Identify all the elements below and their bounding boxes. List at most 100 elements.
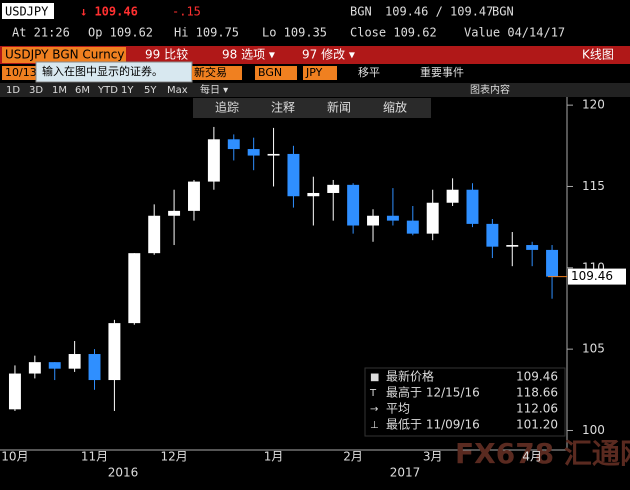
change: -.15 xyxy=(172,5,201,19)
period-bar xyxy=(0,83,630,97)
ask-src: BGN xyxy=(492,5,514,19)
trade[interactable]: 新交易 xyxy=(194,65,227,79)
candle-body xyxy=(188,181,200,211)
year-label: 2016 xyxy=(108,466,139,480)
period-button[interactable]: YTD xyxy=(97,85,118,96)
candle-body xyxy=(546,249,559,277)
date-box[interactable] xyxy=(2,66,38,80)
candle-body xyxy=(446,189,459,203)
legend-value: 118.66 xyxy=(516,386,558,400)
candle-body xyxy=(108,323,121,381)
period-button[interactable]: 3D xyxy=(29,85,43,96)
legend-label: 最低于 11/09/16 xyxy=(386,418,480,432)
tool-bar xyxy=(193,98,431,118)
last-price: ↓ 109.46 xyxy=(80,5,138,19)
period-button[interactable]: 1D xyxy=(6,85,20,96)
low: Lo 109.35 xyxy=(262,26,327,40)
legend-label: 平均 xyxy=(386,402,410,416)
candle-body xyxy=(327,184,340,193)
x-tick-label: 3月 xyxy=(423,450,443,464)
watermark: FX678 汇通网 xyxy=(455,437,630,470)
x-tick-label: 2月 xyxy=(343,450,363,464)
candle-body xyxy=(8,373,21,410)
candle-body xyxy=(267,153,280,156)
candle-body xyxy=(506,245,519,247)
candle-body xyxy=(386,215,399,221)
legend-label: 最新价格 xyxy=(386,369,434,384)
events[interactable]: 重要事件 xyxy=(420,65,464,79)
ccy-box[interactable] xyxy=(303,66,337,80)
candle-body xyxy=(148,215,161,254)
tool-button[interactable]: 缩放 xyxy=(383,100,407,115)
tool-button[interactable]: 新闻 xyxy=(327,100,351,115)
ccy[interactable]: JPY xyxy=(305,66,323,79)
tool-button[interactable]: 注释 xyxy=(271,100,295,115)
x-tick-label: 12月 xyxy=(160,450,187,464)
legend-marker: ⊥ xyxy=(370,420,379,431)
legend-box xyxy=(364,367,566,437)
high: Hi 109.75 xyxy=(174,26,239,40)
candle-body xyxy=(48,362,61,369)
open: Op 109.62 xyxy=(88,26,153,40)
x-tick-label: 1月 xyxy=(264,450,284,464)
close: Close 109.62 xyxy=(350,26,437,40)
security-box[interactable] xyxy=(2,47,126,63)
y-tick-label: 100 xyxy=(582,423,605,437)
candle-body xyxy=(287,153,300,197)
candle-body xyxy=(68,354,81,369)
x-tick-label: 11月 xyxy=(81,450,108,464)
legend-value: 101.20 xyxy=(516,418,558,432)
candle-body xyxy=(88,354,101,381)
candle-body xyxy=(307,192,320,197)
x-tick-label: 4月 xyxy=(522,450,542,464)
flat[interactable]: 移平 xyxy=(358,66,380,79)
y-tick-label: 115 xyxy=(582,179,605,193)
legend-marker: T xyxy=(369,388,377,399)
period-button[interactable]: Max xyxy=(167,85,188,96)
legend-label: 最高于 12/15/16 xyxy=(386,385,480,400)
chart-content[interactable]: 图表内容 xyxy=(470,83,510,96)
candle-body xyxy=(486,223,499,247)
menu-compare[interactable]: 99 比较 xyxy=(145,47,188,62)
last-price-label: 109.46 xyxy=(571,269,613,283)
period-button[interactable]: 1Y xyxy=(121,85,134,96)
value-date: Value 04/14/17 xyxy=(464,26,565,40)
bid-src: BGN xyxy=(350,5,372,19)
menu-view[interactable]: K线图 xyxy=(582,48,614,62)
src[interactable]: BGN xyxy=(258,66,282,79)
tool-button[interactable]: 追踪 xyxy=(215,100,239,115)
legend-marker: ■ xyxy=(370,372,379,383)
date[interactable]: 10/13 xyxy=(5,66,37,79)
candle-body xyxy=(367,215,379,226)
candle-body xyxy=(207,139,220,182)
menu-edit[interactable]: 97 修改 ▾ xyxy=(302,47,355,62)
candle-body xyxy=(406,220,419,234)
x-tick-label: 10月 xyxy=(1,450,28,464)
y-tick-label: 105 xyxy=(582,342,605,356)
trade-box[interactable] xyxy=(192,66,242,80)
menu-options[interactable]: 98 选项 ▾ xyxy=(222,48,275,62)
menu-bar xyxy=(0,46,630,64)
at-time: At 21:26 xyxy=(12,26,70,40)
candle-body xyxy=(247,149,260,156)
frequency[interactable]: 每日 ▾ xyxy=(200,83,228,96)
period-button[interactable]: 1M xyxy=(52,85,67,96)
candle-body xyxy=(28,362,41,374)
src-box[interactable] xyxy=(255,66,297,80)
candle-body xyxy=(128,253,141,324)
candle-body xyxy=(526,245,539,250)
legend-value: 112.06 xyxy=(516,402,558,416)
bid-ask: 109.46 / 109.47 xyxy=(385,5,493,19)
candle-body xyxy=(347,184,360,226)
period-button[interactable]: 5Y xyxy=(144,85,157,96)
last-price-box xyxy=(568,268,626,285)
ticker: USDJPY xyxy=(5,5,49,19)
tooltip: 输入在图中显示的证券。 xyxy=(42,64,163,78)
legend-value: 109.46 xyxy=(516,370,558,384)
ticker-box xyxy=(2,3,54,19)
candle-body xyxy=(426,202,439,234)
period-button[interactable]: 6M xyxy=(75,85,90,96)
candle-body xyxy=(466,189,479,224)
security[interactable]: USDJPY BGN Curncy xyxy=(5,48,124,62)
